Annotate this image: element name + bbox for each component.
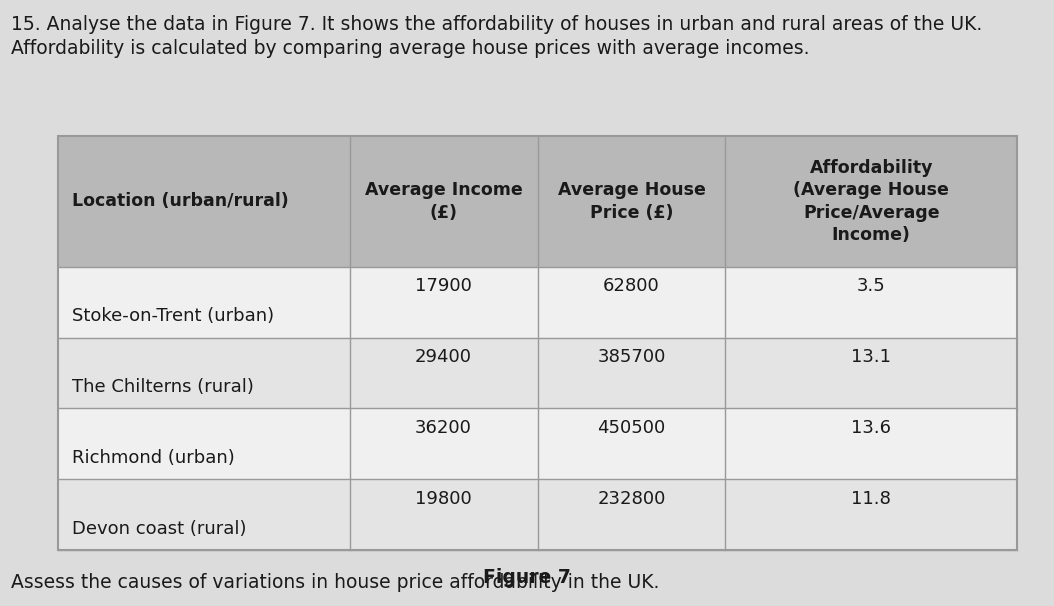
- Bar: [58, 136, 1017, 267]
- Text: 15. Analyse the data in Figure 7. It shows the affordability of houses in urban : 15. Analyse the data in Figure 7. It sho…: [11, 15, 981, 34]
- Text: 450500: 450500: [598, 419, 666, 438]
- Bar: [58, 338, 1017, 408]
- Text: Devon coast (rural): Devon coast (rural): [72, 520, 247, 538]
- Bar: [58, 136, 1017, 550]
- Text: Average Income
(£): Average Income (£): [365, 181, 523, 222]
- Text: 62800: 62800: [603, 278, 660, 296]
- Text: Richmond (urban): Richmond (urban): [72, 449, 234, 467]
- Bar: [58, 408, 1017, 479]
- Bar: [58, 136, 1017, 550]
- Text: 13.6: 13.6: [852, 419, 892, 438]
- Text: Figure 7: Figure 7: [483, 568, 571, 587]
- Text: 29400: 29400: [415, 348, 472, 367]
- Text: The Chilterns (rural): The Chilterns (rural): [72, 378, 254, 396]
- Bar: [58, 479, 1017, 550]
- Bar: [58, 267, 1017, 338]
- Text: 385700: 385700: [598, 348, 666, 367]
- Text: 11.8: 11.8: [852, 490, 892, 508]
- Text: 3.5: 3.5: [857, 278, 885, 296]
- Text: Affordability
(Average House
Price/Average
Income): Affordability (Average House Price/Avera…: [794, 159, 950, 244]
- Text: 232800: 232800: [598, 490, 666, 508]
- Text: 13.1: 13.1: [852, 348, 892, 367]
- Text: Assess the causes of variations in house price affordability in the UK.: Assess the causes of variations in house…: [11, 573, 659, 591]
- Text: 19800: 19800: [415, 490, 472, 508]
- Text: 36200: 36200: [415, 419, 472, 438]
- Text: Location (urban/rural): Location (urban/rural): [72, 193, 289, 210]
- Text: Average House
Price (£): Average House Price (£): [558, 181, 705, 222]
- Text: Affordability is calculated by comparing average house prices with average incom: Affordability is calculated by comparing…: [11, 39, 809, 58]
- Text: 17900: 17900: [415, 278, 472, 296]
- Text: Stoke-on-Trent (urban): Stoke-on-Trent (urban): [72, 307, 274, 325]
